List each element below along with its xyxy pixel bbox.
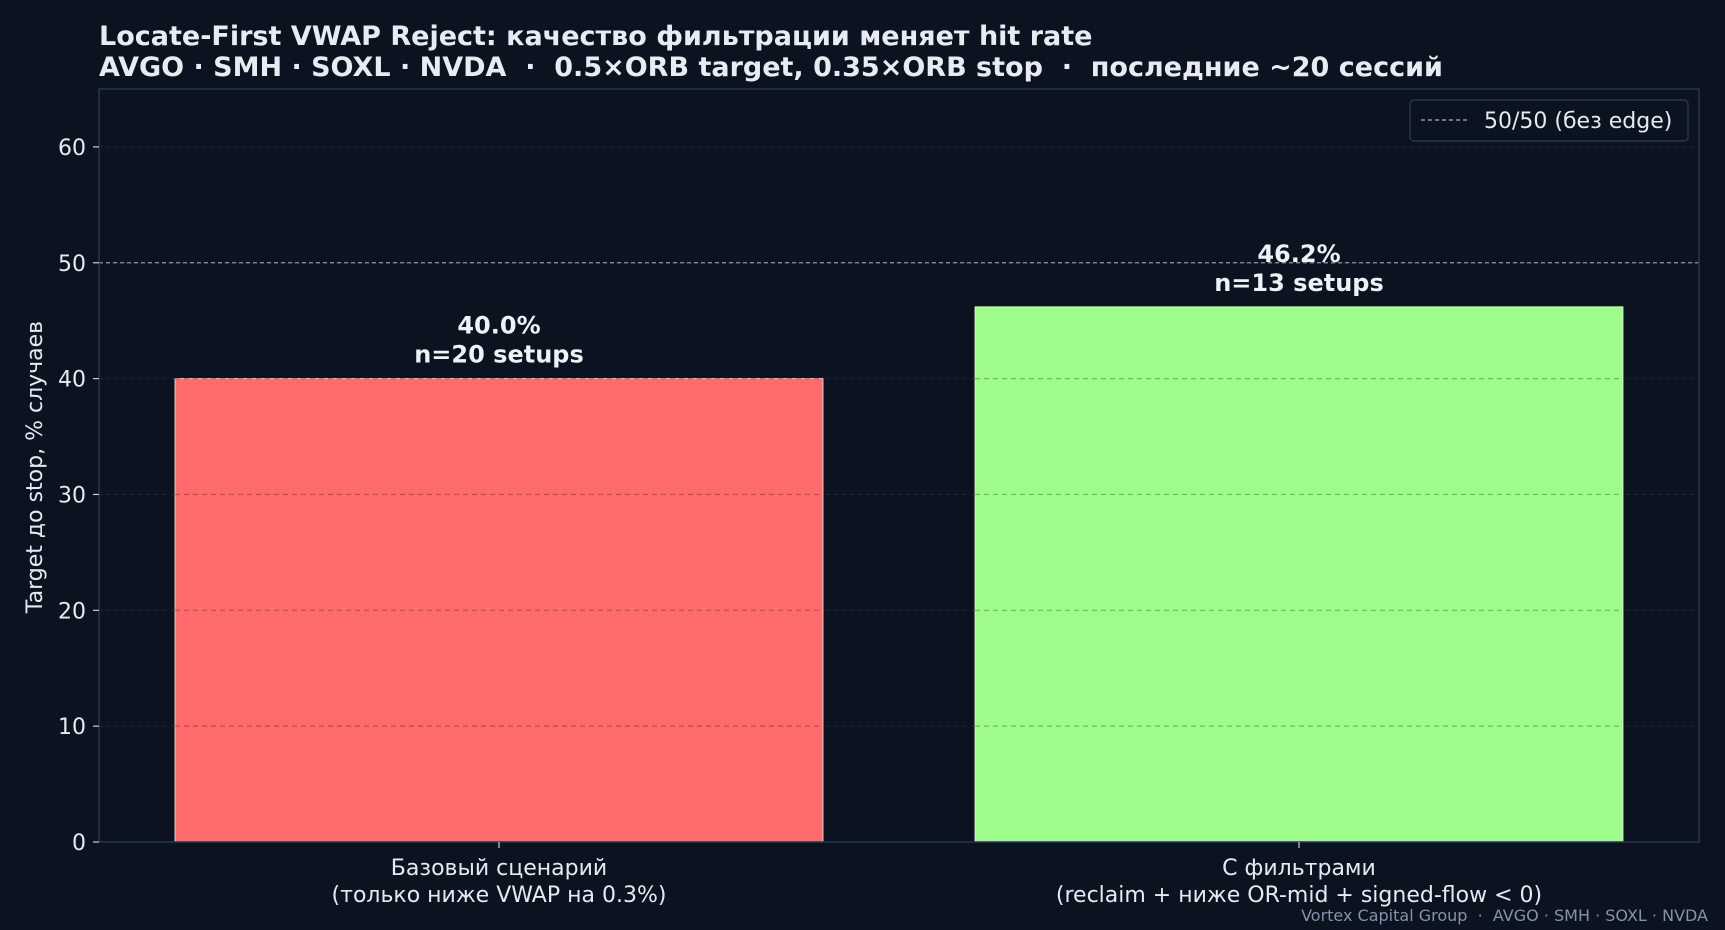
bars xyxy=(174,306,1624,843)
axes: 0 10 20 30 40 50 60 Базовый сценарий(только ниж… xyxy=(58,88,1700,908)
y-axis-label: Target до stop, % случаев xyxy=(23,321,48,614)
x-tick-label-2-line1: С фильтрами xyxy=(1222,856,1376,881)
y-tick-label-0: 0 xyxy=(72,831,86,856)
x-tick-label-2-line2: (reclaim + ниже OR-mid + signed-flow < 0… xyxy=(1056,883,1542,908)
x-tick-label-1-line1: Базовый сценарий xyxy=(391,856,607,881)
bar-2 xyxy=(974,306,1624,843)
data-label-pct-2: 46.2% xyxy=(1257,240,1340,268)
data-label-n-2: n=13 setups xyxy=(1214,269,1384,297)
data-label-n-1: n=20 setups xyxy=(414,341,584,369)
y-tick-label-30: 30 xyxy=(58,483,86,508)
x-tick-label-1-line2: (только ниже VWAP на 0.3%) xyxy=(332,883,667,908)
chart-subtitle: AVGO · SMH · SOXL · NVDA · 0.5×ORB targe… xyxy=(99,52,1443,83)
y-tick-label-40: 40 xyxy=(58,368,86,393)
legend-label: 50/50 (без edge) xyxy=(1484,109,1672,134)
data-label-pct-1: 40.0% xyxy=(457,312,540,340)
y-tick-label-10: 10 xyxy=(58,715,86,740)
footer-credit: Vortex Capital Group · AVGO · SMH · SOXL… xyxy=(1301,906,1708,925)
legend: 50/50 (без edge) xyxy=(1409,99,1689,142)
y-tick-label-50: 50 xyxy=(58,252,86,277)
legend-box xyxy=(1409,99,1689,142)
data-labels: 40.0%n=20 setups 46.2%n=13 setups xyxy=(414,240,1384,369)
bar-1 xyxy=(174,378,824,843)
chart-title: Locate-First VWAP Reject: качество фильт… xyxy=(99,21,1092,52)
plot-frame xyxy=(98,88,1700,843)
y-tick-label-20: 20 xyxy=(58,599,86,624)
y-tick-label-60: 60 xyxy=(58,136,86,161)
